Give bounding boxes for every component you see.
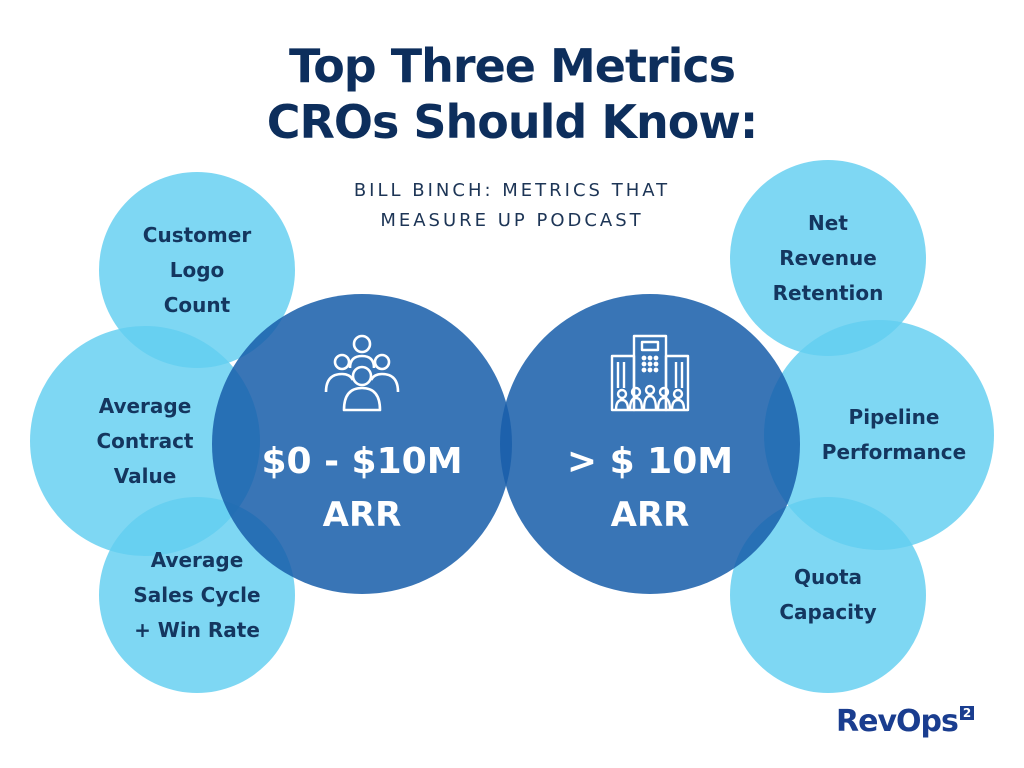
- metric-label-line: Average: [150, 547, 244, 572]
- segment-amount: > $ 10M: [566, 441, 734, 482]
- page-title: Top Three Metrics CROs Should Know:: [0, 38, 1024, 150]
- title-line-1: Top Three Metrics: [288, 39, 736, 93]
- subtitle-line-1: BILL BINCH: METRICS THAT: [353, 180, 671, 201]
- metric-label-line: Capacity: [779, 600, 877, 624]
- metric-label-line: Customer: [142, 222, 252, 247]
- logo-text: RevOps: [836, 704, 959, 739]
- subtitle-line-2: MEASURE UP PODCAST: [380, 210, 644, 231]
- revops-logo: RevOps 2: [836, 704, 975, 739]
- metric-label-line: Sales Cycle: [133, 582, 261, 607]
- metric-label-line: Net: [808, 210, 848, 235]
- metric-label-line: Count: [163, 292, 231, 317]
- metric-label-line: + Win Rate: [134, 617, 260, 642]
- segment-amount: $0 - $10M: [261, 441, 463, 482]
- segment-small-arr: $0 - $10M ARR: [212, 294, 512, 594]
- logo-superscript: 2: [959, 706, 975, 720]
- subtitle: BILL BINCH: METRICS THAT MEASURE UP PODC…: [0, 176, 1024, 236]
- metric-label-line: Pipeline: [848, 405, 940, 429]
- metric-label-line: Performance: [821, 440, 967, 464]
- people-group-icon: [324, 334, 400, 412]
- metric-label-line: Quota: [793, 565, 863, 589]
- segment-large-arr: > $ 10M ARR: [500, 294, 800, 594]
- metric-label-line: Retention: [772, 280, 884, 305]
- title-line-2: CROs Should Know:: [266, 95, 759, 149]
- office-building-icon: [610, 334, 690, 412]
- metric-label-line: Revenue: [779, 245, 877, 270]
- metric-label-line: Contract: [96, 428, 194, 453]
- segment-unit: ARR: [322, 495, 402, 535]
- segment-unit: ARR: [610, 495, 690, 535]
- metric-label-line: Value: [113, 463, 177, 488]
- metric-label-line: Average: [98, 393, 192, 418]
- metric-label-line: Logo: [169, 257, 225, 282]
